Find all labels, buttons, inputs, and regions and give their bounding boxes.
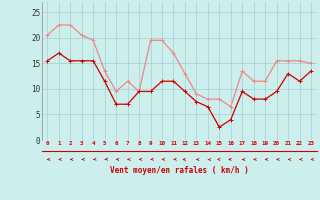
X-axis label: Vent moyen/en rafales ( km/h ): Vent moyen/en rafales ( km/h ) xyxy=(110,166,249,175)
